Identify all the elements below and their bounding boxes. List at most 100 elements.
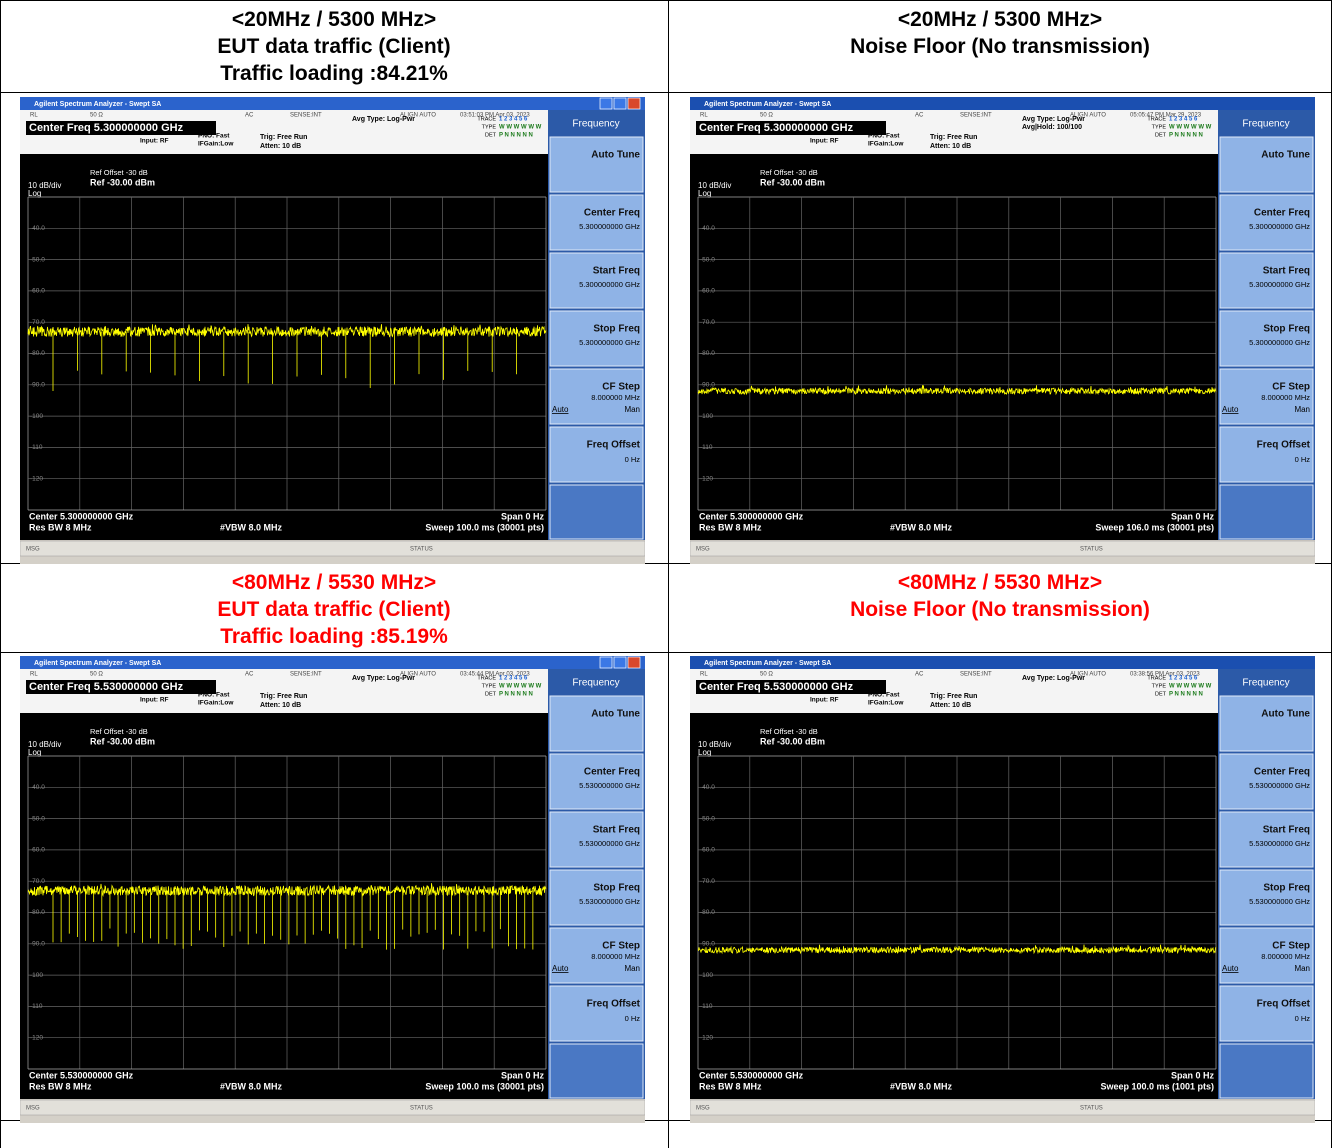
vbw: #VBW 8.0 MHz [890, 1081, 953, 1091]
heading-line: EUT data traffic (Client) [0, 596, 668, 623]
softkey-option: Man [624, 405, 640, 414]
status: STATUS [410, 1106, 433, 1112]
softkey [550, 1044, 643, 1098]
y-label: -120 [700, 1034, 713, 1041]
center-freq: Center Freq 5.300000000 GHz [29, 122, 184, 134]
span: Span 0 Hz [1171, 511, 1215, 521]
window-button [600, 98, 612, 109]
y-label: -70.0 [700, 319, 715, 326]
softkey-label: Freq Offset [587, 440, 641, 451]
softkey-label: Freq Offset [587, 999, 641, 1010]
y-label: -110 [30, 444, 43, 451]
atten: Atten: 10 dB [930, 702, 971, 709]
softkey-value: 5.530000000 GHz [1249, 781, 1310, 790]
softkey-label: Stop Freq [593, 324, 640, 335]
y-label: -70.0 [30, 319, 45, 326]
softkey-value: 5.300000000 GHz [1249, 338, 1310, 347]
msg-bar [20, 541, 645, 556]
status-item: AC [915, 672, 924, 678]
avg: Avg Type: Log-Pwr [352, 116, 415, 123]
trace-key: DET [1155, 132, 1167, 138]
y-label: -50.0 [30, 256, 45, 263]
softkey [550, 485, 643, 539]
msg-bar [20, 1100, 645, 1115]
trace-val: W W W W W W [499, 684, 542, 690]
status-item: SENSE:INT [290, 113, 322, 119]
heading-line: <80MHz / 5530 MHz> [0, 569, 668, 596]
trace-val: P N N N N N [499, 133, 533, 139]
ref-offset: Ref Offset -30 dB [760, 727, 818, 736]
trig: Trig: Free Run [930, 693, 977, 700]
y-label: -100 [700, 972, 713, 979]
cell-heading: <80MHz / 5530 MHz>EUT data traffic (Clie… [0, 569, 668, 650]
ifgain: IFGain:Low [868, 141, 904, 148]
y-label: -70.0 [30, 878, 45, 885]
softkey[interactable] [550, 137, 643, 192]
y-label: -100 [700, 413, 713, 420]
softkey-label: CF Step [602, 941, 640, 952]
y-label: -40.0 [30, 225, 45, 232]
ifgain: IFGain:Low [198, 700, 234, 707]
sweep: Sweep 100.0 ms (30001 pts) [425, 1081, 544, 1091]
softkey-label: Start Freq [593, 825, 640, 836]
center: Center 5.300000000 GHz [699, 511, 804, 521]
softkey-option: Auto [552, 964, 569, 973]
avg: Avg Type: Log-Pwr [1022, 675, 1085, 682]
trig: Trig: Free Run [930, 134, 977, 141]
display [690, 713, 1218, 1099]
trace-val: P N N N N N [1169, 133, 1203, 139]
ref-level: Ref -30.00 dBm [760, 736, 825, 746]
y-label: -110 [30, 1003, 43, 1010]
status-item: SENSE:INT [960, 672, 992, 678]
y-label: -80.0 [700, 909, 715, 916]
status-item: RL [700, 113, 708, 119]
menu-title: Frequency [1242, 119, 1289, 130]
status-item: RL [700, 672, 708, 678]
center-freq: Center Freq 5.530000000 GHz [699, 681, 854, 693]
res-bw: Res BW 8 MHz [699, 522, 762, 532]
softkey-label: Stop Freq [593, 883, 640, 894]
trace-key: TRACE [1147, 116, 1166, 122]
page-body: <20MHz / 5300 MHz> EUT data traffic (Clie… [0, 0, 1332, 1148]
sweep: Sweep 100.0 ms (30001 pts) [425, 522, 544, 532]
heading-line: Noise Floor (No transmission) [669, 596, 1331, 623]
heading-line: Traffic loading :84.21% [0, 60, 668, 87]
y-label: -40.0 [700, 225, 715, 232]
softkey-value: 5.300000000 GHz [1249, 280, 1310, 289]
softkey-value: 5.530000000 GHz [1249, 839, 1310, 848]
input: Input: RF [140, 697, 169, 704]
softkey-label: Auto Tune [591, 150, 640, 161]
softkey[interactable] [550, 696, 643, 751]
softkey[interactable] [1220, 696, 1313, 751]
avg: Avg Type: Log-Pwr [1022, 116, 1085, 123]
menu-title: Frequency [572, 678, 619, 689]
window-title: Agilent Spectrum Analyzer - Swept SA [34, 660, 161, 667]
atten: Atten: 10 dB [930, 143, 971, 150]
msg-bar [690, 541, 1315, 556]
y-label: -90.0 [30, 382, 45, 389]
msg: MSG [26, 547, 40, 553]
avg: Avg Type: Log-Pwr [352, 675, 415, 682]
y-label: -90.0 [700, 382, 715, 389]
display [20, 713, 548, 1099]
softkey[interactable] [1220, 137, 1313, 192]
softkey-label: CF Step [602, 382, 640, 393]
ref-offset: Ref Offset -30 dB [90, 727, 148, 736]
y-label: -90.0 [700, 941, 715, 948]
softkey-value: 5.530000000 GHz [1249, 897, 1310, 906]
trace-val: P N N N N N [499, 692, 533, 698]
y-label: -40.0 [700, 784, 715, 791]
heading-line: <20MHz / 5300 MHz> [0, 6, 668, 33]
y-label: -80.0 [30, 909, 45, 916]
avg: Avg|Hold: 100/100 [1022, 124, 1082, 131]
softkey-label: Freq Offset [1257, 999, 1311, 1010]
pno: PNO: Fast [198, 692, 230, 699]
status-item: 50 Ω [760, 113, 773, 119]
y-label: -70.0 [700, 878, 715, 885]
y-label: -90.0 [30, 941, 45, 948]
vbw: #VBW 8.0 MHz [890, 522, 953, 532]
softkey-value: 5.300000000 GHz [579, 338, 640, 347]
page: {"panels": [ {"heading": ["<20MHz / 5300… [0, 0, 1332, 1148]
softkey-label: CF Step [1272, 941, 1310, 952]
